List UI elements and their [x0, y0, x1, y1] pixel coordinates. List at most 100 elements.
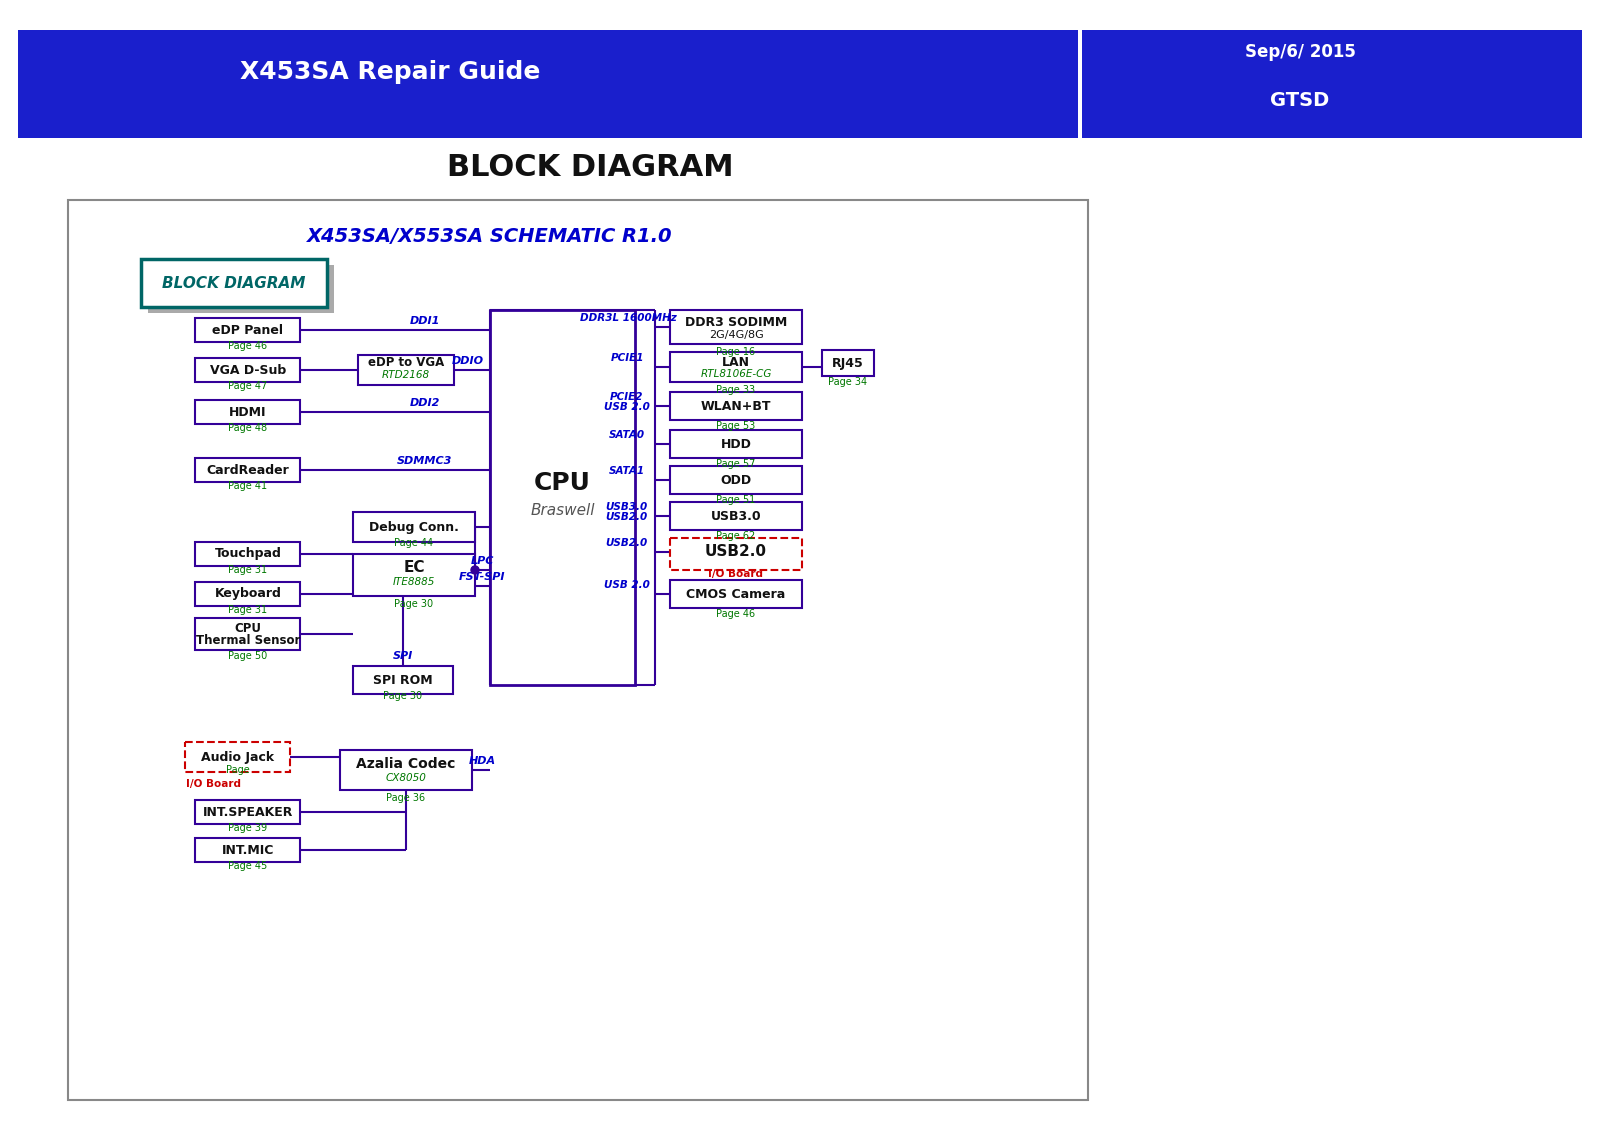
- Text: Debug Conn.: Debug Conn.: [370, 521, 459, 533]
- Text: RTD2168: RTD2168: [383, 370, 431, 380]
- Text: Page 57: Page 57: [716, 458, 756, 469]
- Text: Keyboard: Keyboard: [215, 588, 282, 600]
- Text: EC: EC: [403, 560, 424, 575]
- Bar: [352, 666, 453, 694]
- Text: Page 51: Page 51: [716, 495, 756, 505]
- Text: LPC: LPC: [471, 556, 493, 566]
- Bar: [669, 538, 802, 571]
- Text: PCIE2: PCIE2: [610, 392, 644, 402]
- Text: Page 30: Page 30: [383, 691, 423, 701]
- Text: Page: Page: [226, 765, 250, 775]
- Text: Page 44: Page 44: [394, 538, 434, 548]
- Text: SATA1: SATA1: [608, 466, 645, 475]
- Text: Page 47: Page 47: [229, 381, 267, 391]
- Text: X453SA/X553SA SCHEMATIC R1.0: X453SA/X553SA SCHEMATIC R1.0: [307, 228, 672, 247]
- Bar: [195, 318, 299, 342]
- Bar: [186, 741, 290, 772]
- Text: USB2.0: USB2.0: [605, 538, 647, 548]
- Text: Page 30: Page 30: [394, 599, 434, 609]
- Bar: [195, 582, 299, 606]
- Text: Page 33: Page 33: [716, 385, 756, 395]
- Text: Page 31: Page 31: [229, 565, 267, 575]
- Bar: [669, 580, 802, 608]
- Bar: [669, 392, 802, 420]
- Bar: [141, 259, 327, 307]
- Text: WLAN+BT: WLAN+BT: [701, 400, 772, 412]
- Bar: [821, 350, 874, 376]
- Text: FST-SPI: FST-SPI: [459, 572, 506, 582]
- Text: Page 48: Page 48: [229, 423, 267, 434]
- Text: USB3.0: USB3.0: [711, 509, 762, 523]
- Text: Page 31: Page 31: [229, 604, 267, 615]
- Text: BLOCK DIAGRAM: BLOCK DIAGRAM: [447, 153, 733, 181]
- Text: Page 16: Page 16: [716, 348, 756, 357]
- Text: USB3.0: USB3.0: [605, 501, 647, 512]
- Text: Sep/6/ 2015: Sep/6/ 2015: [1244, 43, 1356, 61]
- Text: Page 36: Page 36: [386, 794, 426, 803]
- Text: DDR3L 1600MHz: DDR3L 1600MHz: [580, 314, 676, 323]
- Bar: [669, 430, 802, 458]
- Bar: [359, 355, 455, 385]
- Text: DDI1: DDI1: [410, 316, 440, 326]
- Text: HDMI: HDMI: [229, 405, 267, 419]
- Text: 2G/4G/8G: 2G/4G/8G: [709, 331, 764, 340]
- Text: Audio Jack: Audio Jack: [202, 751, 274, 763]
- Text: CPU: CPU: [234, 621, 261, 635]
- Text: INT.MIC: INT.MIC: [223, 843, 274, 857]
- Bar: [669, 352, 802, 381]
- Text: SDMMC3: SDMMC3: [397, 456, 453, 466]
- Text: BLOCK DIAGRAM: BLOCK DIAGRAM: [162, 275, 306, 291]
- Text: eDP Panel: eDP Panel: [213, 324, 283, 336]
- Text: Page 53: Page 53: [716, 421, 756, 431]
- Text: CMOS Camera: CMOS Camera: [687, 588, 786, 600]
- Text: I/O Board: I/O Board: [186, 779, 240, 789]
- Bar: [669, 310, 802, 344]
- Text: Page 41: Page 41: [229, 481, 267, 491]
- Text: USB 2.0: USB 2.0: [604, 402, 650, 412]
- Text: Page 39: Page 39: [229, 823, 267, 833]
- Bar: [195, 618, 299, 650]
- Text: CardReader: CardReader: [207, 463, 290, 477]
- Text: VGA D-Sub: VGA D-Sub: [210, 363, 287, 377]
- Text: LAN: LAN: [722, 355, 749, 369]
- Text: Page 62: Page 62: [716, 531, 756, 541]
- Text: Touchpad: Touchpad: [215, 548, 282, 560]
- Circle shape: [471, 566, 479, 574]
- Bar: [195, 542, 299, 566]
- Text: ODD: ODD: [720, 473, 751, 487]
- Text: PCIE1: PCIE1: [612, 353, 645, 363]
- Text: INT.SPEAKER: INT.SPEAKER: [203, 806, 293, 818]
- Bar: [490, 310, 636, 685]
- Text: eDP to VGA: eDP to VGA: [368, 357, 443, 369]
- Text: Page 46: Page 46: [716, 609, 756, 619]
- Text: DDIO: DDIO: [451, 355, 484, 366]
- Text: Azalia Codec: Azalia Codec: [357, 757, 456, 771]
- Text: RJ45: RJ45: [833, 357, 865, 369]
- Bar: [195, 458, 299, 482]
- Text: DDI2: DDI2: [410, 398, 440, 408]
- Bar: [195, 800, 299, 824]
- Text: USB2.0: USB2.0: [704, 544, 767, 559]
- Bar: [195, 358, 299, 381]
- Bar: [352, 512, 475, 542]
- Bar: [669, 501, 802, 530]
- Text: Page 45: Page 45: [229, 861, 267, 871]
- Text: SATA0: SATA0: [608, 430, 645, 440]
- Text: DDR3 SODIMM: DDR3 SODIMM: [685, 316, 788, 328]
- Bar: [352, 554, 475, 597]
- Text: GTSD: GTSD: [1270, 91, 1329, 110]
- Bar: [195, 400, 299, 424]
- Bar: [339, 751, 472, 790]
- Bar: [1082, 31, 1582, 138]
- Bar: [67, 200, 1089, 1100]
- Text: Thermal Sensor: Thermal Sensor: [195, 634, 301, 646]
- Bar: [18, 31, 1077, 138]
- Text: Page 46: Page 46: [229, 341, 267, 351]
- Text: SPI ROM: SPI ROM: [373, 674, 432, 686]
- Text: USB 2.0: USB 2.0: [604, 580, 650, 590]
- Text: HDA: HDA: [469, 756, 496, 766]
- Bar: [195, 838, 299, 861]
- Text: CPU: CPU: [535, 472, 591, 496]
- Text: ITE8885: ITE8885: [392, 577, 435, 588]
- Text: X453SA Repair Guide: X453SA Repair Guide: [240, 60, 540, 84]
